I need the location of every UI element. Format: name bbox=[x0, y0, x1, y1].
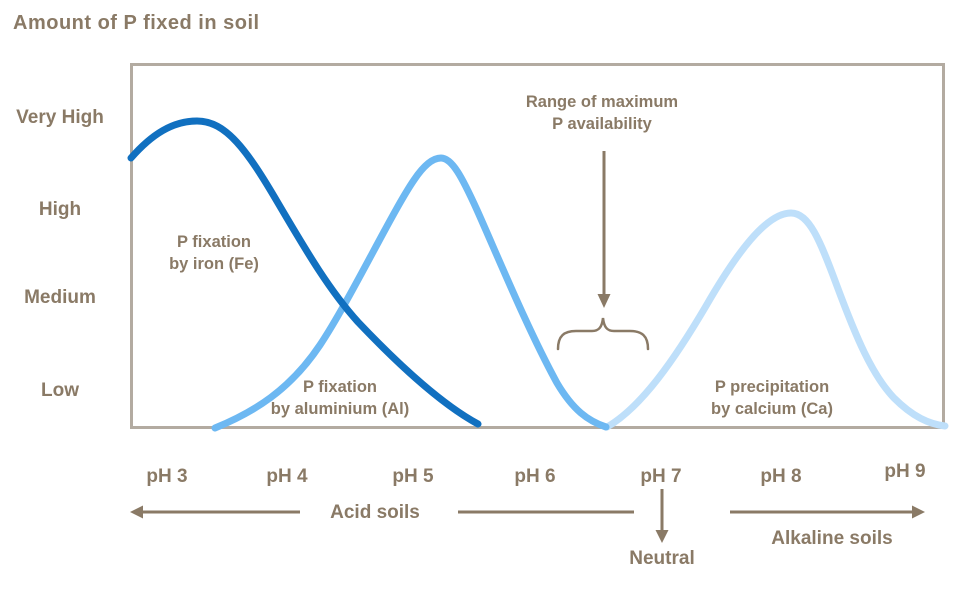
neutral-label: Neutral bbox=[629, 548, 695, 569]
plot-area bbox=[130, 63, 945, 429]
y-axis-label-low: Low bbox=[41, 380, 79, 401]
ca-curve-label: P precipitation by calcium (Ca) bbox=[711, 378, 833, 418]
al-curve-label: P fixation by aluminium (Al) bbox=[270, 378, 410, 418]
fe-curve-label: P fixation by iron (Fe) bbox=[169, 233, 259, 273]
acid-soils-arrow bbox=[130, 505, 634, 519]
x-axis-label-ph4: pH 4 bbox=[266, 466, 308, 487]
ca-curve bbox=[603, 209, 949, 431]
range-arrow bbox=[597, 151, 611, 308]
chart-title: Amount of P fixed in soil bbox=[13, 12, 260, 34]
x-axis-label-ph3: pH 3 bbox=[146, 466, 188, 487]
acid-soils-label: Acid soils bbox=[330, 502, 420, 523]
y-axis-label-high: High bbox=[38, 199, 82, 220]
fe-curve bbox=[127, 117, 482, 428]
alkaline-soils-label: Alkaline soils bbox=[771, 528, 893, 549]
range-brace bbox=[556, 317, 650, 351]
y-axis-label-medium: Medium bbox=[24, 287, 96, 308]
alkaline-soils-arrow bbox=[730, 505, 925, 519]
x-axis-label-ph5: pH 5 bbox=[392, 466, 434, 487]
y-axis-label-very-high: Very High bbox=[16, 107, 104, 128]
range-annotation-label: Range of maximum P availability bbox=[525, 93, 679, 133]
x-axis-label-ph9: pH 9 bbox=[884, 461, 926, 482]
al-curve bbox=[211, 154, 610, 432]
x-axis-label-ph6: pH 6 bbox=[514, 466, 556, 487]
x-axis-label-ph8: pH 8 bbox=[760, 466, 802, 487]
neutral-arrow bbox=[655, 489, 669, 543]
x-axis-label-ph7: pH 7 bbox=[640, 466, 682, 487]
